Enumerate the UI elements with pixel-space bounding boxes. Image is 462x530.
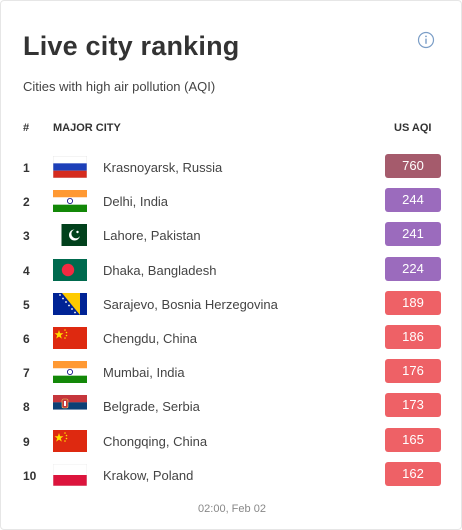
- india-flag-icon: [53, 190, 87, 213]
- rank-number: 5: [23, 297, 30, 312]
- rank-number: 3: [23, 229, 30, 244]
- aqi-badge: 189: [385, 290, 441, 315]
- aqi-badge: 176: [385, 359, 441, 384]
- rank-number: 10: [23, 468, 37, 483]
- city-name[interactable]: Delhi, India: [103, 194, 169, 210]
- rank-number: 9: [23, 434, 30, 449]
- aqi-badge: 760: [385, 154, 441, 178]
- ranking-row[interactable]: 9 Chongqing, China 165: [1, 424, 462, 458]
- updated-timestamp: 02:00, Feb 02: [198, 503, 266, 515]
- india-flag-icon: [53, 361, 87, 384]
- city-name[interactable]: Dhaka, Bangladesh: [103, 262, 217, 278]
- aqi-badge: 165: [385, 427, 441, 452]
- bangladesh-flag-icon: [53, 258, 87, 281]
- bosnia-flag-icon: [53, 292, 87, 315]
- ranking-row[interactable]: 7 Mumbai, India 176: [1, 355, 462, 389]
- aqi-badge: 244: [385, 188, 441, 213]
- column-header-rank: #: [23, 122, 30, 134]
- aqi-badge: 186: [385, 324, 441, 349]
- column-header-aqi: US AQI: [394, 122, 432, 134]
- ranking-row[interactable]: 4 Dhaka, Bangladesh 224: [1, 253, 462, 287]
- ranking-row[interactable]: 1 Krasnoyarsk, Russia 760: [1, 150, 462, 184]
- city-name[interactable]: Chongqing, China: [103, 433, 208, 449]
- rank-number: 2: [23, 195, 30, 210]
- ranking-list: 1 Krasnoyarsk, Russia 760 2 Delhi, India 244 3…: [1, 150, 462, 492]
- aqi-badge: 173: [385, 393, 441, 418]
- pakistan-flag-icon: [53, 224, 87, 247]
- widget-subtitle: Cities with high air pollution (AQI): [23, 79, 216, 94]
- info-icon[interactable]: [417, 31, 435, 49]
- rank-number: 8: [23, 400, 30, 415]
- aqi-badge: 241: [385, 222, 441, 247]
- ranking-row[interactable]: 3 Lahore, Pakistan 241: [1, 218, 462, 252]
- widget-title: Live city ranking: [23, 31, 240, 61]
- city-name[interactable]: Krakow, Poland: [103, 467, 194, 483]
- rank-number: 6: [23, 331, 30, 346]
- russia-flag-icon: [53, 156, 87, 178]
- aqi-badge: 162: [385, 461, 441, 486]
- city-name[interactable]: Chengdu, China: [103, 330, 197, 346]
- ranking-row[interactable]: 2 Delhi, India 244: [1, 184, 462, 218]
- city-name[interactable]: Sarajevo, Bosnia Herzegovina: [103, 296, 278, 312]
- ranking-row[interactable]: 6 Chengdu, China 186: [1, 321, 462, 355]
- city-name[interactable]: Mumbai, India: [103, 365, 185, 381]
- ranking-row[interactable]: 10 Krakow, Poland 162: [1, 458, 462, 492]
- city-name[interactable]: Krasnoyarsk, Russia: [103, 160, 223, 175]
- china-flag-icon: [53, 429, 87, 452]
- rank-number: 4: [23, 263, 30, 278]
- aqi-badge: 224: [385, 256, 441, 281]
- rank-number: 7: [23, 366, 30, 381]
- rank-number: 1: [23, 161, 30, 175]
- city-name[interactable]: Lahore, Pakistan: [103, 228, 201, 244]
- ranking-row[interactable]: 8 Belgrade, Serbia 173: [1, 389, 462, 423]
- poland-flag-icon: [53, 463, 87, 486]
- city-name[interactable]: Belgrade, Serbia: [103, 399, 200, 415]
- column-header-city: MAJOR CITY: [53, 122, 121, 134]
- china-flag-icon: [53, 326, 87, 349]
- serbia-flag-icon: [53, 395, 87, 418]
- ranking-row[interactable]: 5 Sarajevo, Bosnia Herzegovina 189: [1, 287, 462, 321]
